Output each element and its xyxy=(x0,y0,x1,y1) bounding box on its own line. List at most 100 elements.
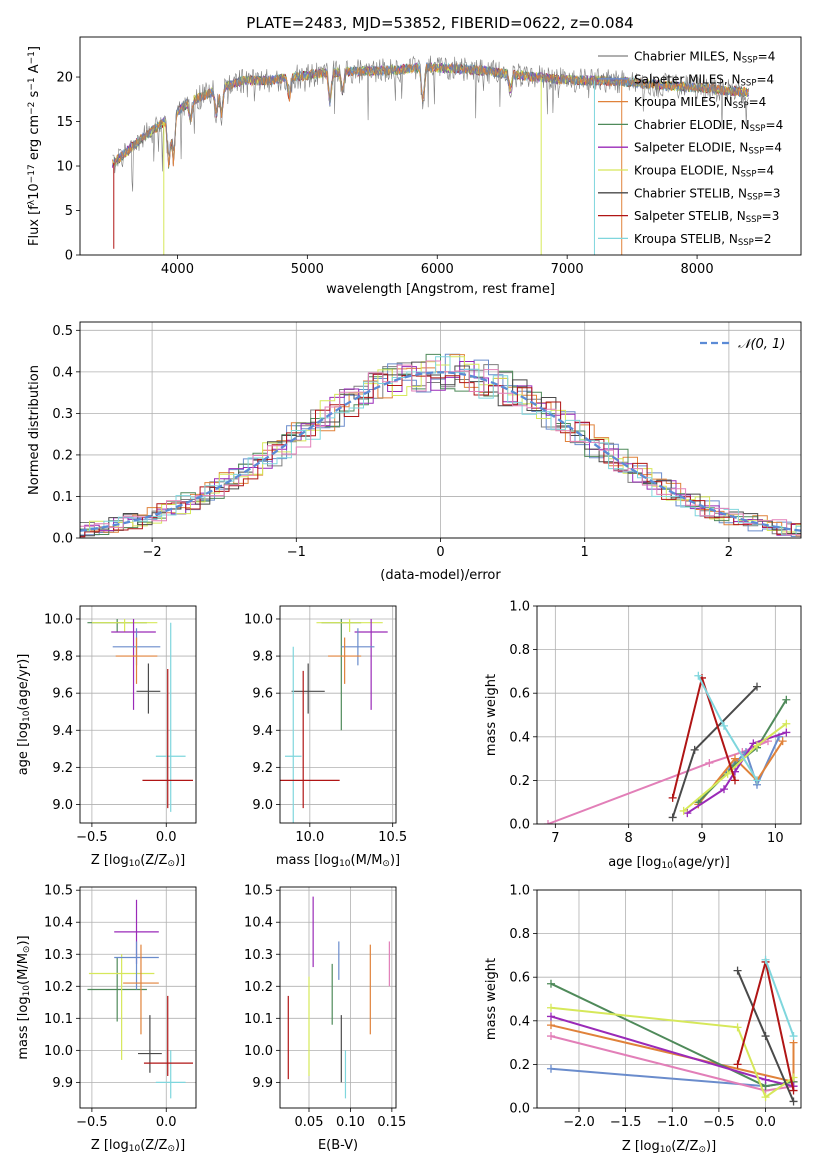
weight-marker xyxy=(668,793,677,802)
plot-area xyxy=(544,671,791,824)
legend-label-sub: SSP xyxy=(742,56,758,66)
x-tick-label: −0.5 xyxy=(76,1115,108,1130)
weight-line xyxy=(671,674,736,799)
label-part: 10 xyxy=(22,710,32,722)
x-tick-label: 10.0 xyxy=(295,830,324,845)
x-axis-label: (data-model)/error xyxy=(380,568,501,583)
legend-label-main: Chabrier ELODIE, N xyxy=(634,118,750,132)
x-tick-label: −1.5 xyxy=(610,1115,642,1130)
legend-label-sub: SSP xyxy=(738,238,754,248)
x-tick-label: −2 xyxy=(143,545,162,560)
legend-label-sub: SSP xyxy=(750,124,766,134)
residuals-axes: −2 −1 0 1 2 0.0 0.1 0.2 0.3 0.4 0.5 (data-model)/er… xyxy=(27,321,802,583)
label-part: 10 xyxy=(129,859,141,869)
y-tick-label: 10.3 xyxy=(244,948,273,963)
x-axis-label: Z [log10(Z/Z⊙)] xyxy=(91,1138,185,1154)
label-part: (age/yr)] xyxy=(16,654,31,711)
legend-label-main: Kroupa MILES, N xyxy=(634,95,733,109)
y-tick-label: 0.5 xyxy=(52,324,73,339)
label-part: mass [log xyxy=(276,853,339,868)
label-part: −1 xyxy=(27,77,37,90)
label-part: Z [log xyxy=(91,1138,129,1153)
y-axis-label: Flux [fλ10−17 erg cm−2 s−1 A−1] xyxy=(27,46,42,246)
legend-label-tail: =3 xyxy=(763,186,781,200)
label-part: −1 xyxy=(27,51,37,64)
y-tick-label: 10.1 xyxy=(244,1012,273,1027)
y-tick-label: 1.0 xyxy=(509,884,530,899)
weight-marker xyxy=(761,1093,770,1102)
weight-vs-metallicity-axes: −2.0 −1.5 −1.0 −0.5 0.0 0.0 0.2 0.4 0.6 0.8 1.0 Z [… xyxy=(484,884,802,1155)
label-part: ⊙ xyxy=(167,859,175,869)
x-tick-label: 0.0 xyxy=(156,830,177,845)
y-axis-label: age [log10(age/yr)] xyxy=(16,654,32,776)
weight-marker xyxy=(546,1012,555,1021)
label-part: )] xyxy=(390,853,400,868)
x-tick-label: 8000 xyxy=(681,262,714,277)
weight-line xyxy=(764,959,795,1037)
y-tick-label: 9.0 xyxy=(52,798,73,813)
y-tick-label: 9.4 xyxy=(252,724,273,739)
y-tick-label: 9.2 xyxy=(52,761,73,776)
y-tick-label: 0.8 xyxy=(509,927,530,942)
weight-marker xyxy=(782,719,791,728)
plot-area xyxy=(87,618,194,812)
weight-marker xyxy=(789,1086,798,1095)
label-part: )] xyxy=(16,935,31,945)
x-tick-label: 4000 xyxy=(161,262,194,277)
weight-marker xyxy=(720,721,728,730)
plot-area xyxy=(80,353,801,538)
y-tick-label: 9.8 xyxy=(252,650,273,665)
y-tick-label: 9.8 xyxy=(52,650,73,665)
y-tick-label: 10.4 xyxy=(44,916,73,931)
x-tick-label: 0.0 xyxy=(156,1115,177,1130)
y-tick-label: 0.0 xyxy=(509,818,530,833)
weight-marker xyxy=(789,1032,798,1041)
legend-label: Chabrier STELIB, NSSP=3 xyxy=(634,186,781,202)
legend-label-main: Kroupa ELODIE, N xyxy=(634,164,741,178)
label-part: ⊙ xyxy=(698,1145,706,1155)
x-tick-label: 9 xyxy=(698,831,706,846)
weight-marker xyxy=(733,1060,742,1069)
weight-marker xyxy=(668,813,677,822)
legend-label-tail: =4 xyxy=(749,95,767,109)
axes-frame xyxy=(279,886,397,1109)
legend-label: 𝒩(0, 1) xyxy=(738,337,785,352)
y-tick-label: 0.4 xyxy=(509,730,530,745)
weight-marker xyxy=(778,737,787,746)
label-part: −2 xyxy=(27,102,37,115)
label-part: age [log xyxy=(16,722,31,775)
weight-marker xyxy=(731,776,739,785)
x-tick-label: −1 xyxy=(287,545,306,560)
legend-label: Chabrier ELODIE, NSSP=4 xyxy=(634,118,783,134)
x-axis-label: wavelength [Angstrom, rest frame] xyxy=(326,282,555,297)
legend-label-tail: =4 xyxy=(756,164,774,178)
y-axis-label: Normed distribution xyxy=(27,365,42,495)
plot-area xyxy=(280,618,388,823)
y-tick-label: 10.3 xyxy=(44,948,73,963)
y-tick-label: 0.0 xyxy=(52,532,73,547)
y-tick-label: 10.0 xyxy=(244,1044,273,1059)
label-part: age [log xyxy=(608,855,661,870)
label-part: (Z/Z xyxy=(140,853,167,868)
label-part: (Z/Z xyxy=(671,1139,698,1154)
axes-frame xyxy=(279,605,397,824)
weight-marker xyxy=(761,1075,770,1084)
weight-marker xyxy=(546,979,555,988)
label-part: ⊙ xyxy=(167,1144,175,1154)
weight-marker xyxy=(690,745,699,754)
weight-line xyxy=(697,740,784,806)
x-tick-label: 5000 xyxy=(291,262,324,277)
label-part: λ xyxy=(27,199,37,205)
y-tick-label: 9.0 xyxy=(252,798,273,813)
y-tick-label: 5 xyxy=(65,204,73,219)
age-vs-metallicity-axes: −0.5 0.09.09.29.49.69.810.0Z [log10(Z/Z⊙)… xyxy=(16,605,197,869)
age-vs-mass-axes: 10.0 10.5 9.0 9.2 9.4 9.6 9.8 10.0 mass [log10(M… xyxy=(244,605,407,869)
y-axis-label: mass [log10(M/M⊙)] xyxy=(16,935,32,1059)
legend-label-sub: SSP xyxy=(747,193,763,203)
legend-label-sub: SSP xyxy=(741,79,757,89)
y-tick-label: 9.2 xyxy=(252,761,273,776)
weight-marker xyxy=(782,728,791,737)
legend-label-tail: =4 xyxy=(758,50,776,64)
y-tick-label: 10.1 xyxy=(44,1012,73,1027)
